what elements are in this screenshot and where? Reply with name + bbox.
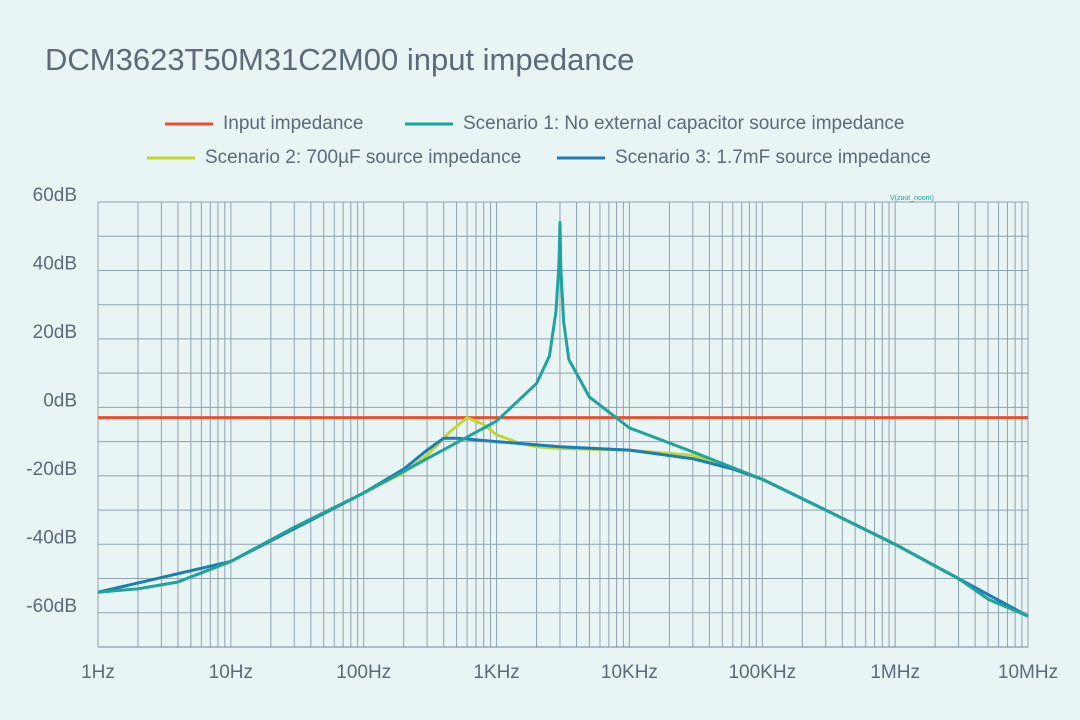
series-line — [97, 221, 1029, 618]
y-tick-label: -40dB — [26, 527, 77, 548]
y-tick-label: -60dB — [26, 596, 77, 617]
y-tick-label: 20dB — [33, 322, 77, 343]
x-tick-label: 1Hz — [81, 662, 115, 683]
legend-label: Scenario 3: 1.7mF source impedance — [615, 147, 931, 168]
series-line — [97, 436, 1029, 618]
y-tick-label: 40dB — [33, 253, 77, 274]
x-tick-label: 100Hz — [336, 662, 391, 683]
legend-label: Input impedance — [223, 113, 364, 134]
x-tick-label: 1MHz — [870, 662, 920, 683]
x-tick-label: 10Hz — [209, 662, 253, 683]
x-tick-label: 100KHz — [728, 662, 796, 683]
chart-title: DCM3623T50M31C2M00 input impedance — [45, 42, 634, 77]
y-tick-label: 60dB — [33, 185, 77, 206]
annotation: V(zout_noom) — [890, 195, 934, 202]
y-tick-label: -20dB — [26, 459, 77, 480]
legend-label: Scenario 2: 700µF source impedance — [205, 147, 521, 168]
x-tick-label: 1KHz — [473, 662, 519, 683]
legend-label: Scenario 1: No external capacitor source… — [463, 113, 904, 134]
x-tick-label: 10KHz — [601, 662, 658, 683]
x-tick-label: 10MHz — [998, 662, 1058, 683]
y-tick-label: 0dB — [43, 390, 77, 411]
